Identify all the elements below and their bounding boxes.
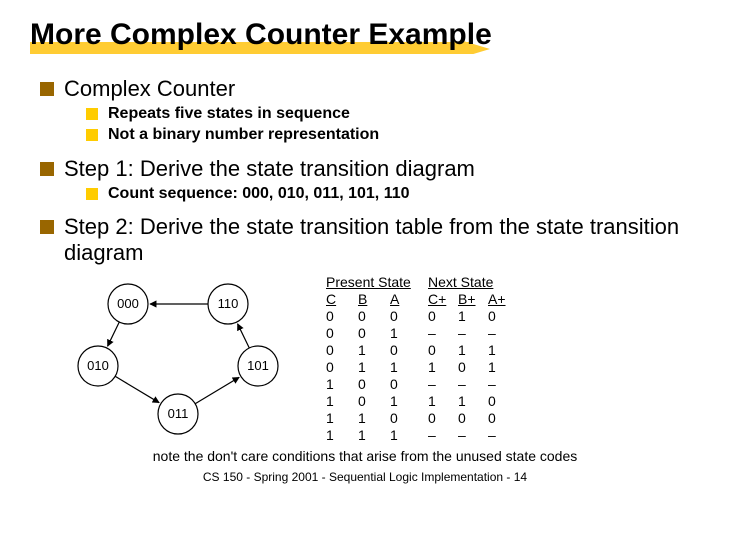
column-header: C+ [428,291,458,308]
transition-table: Present State Next State C00001111B00110… [326,274,518,444]
table-cell: – [458,325,488,342]
table-column: C00001111 [326,291,358,444]
table-cell: 1 [326,427,358,444]
table-cell: 1 [458,393,488,410]
table-cell: – [458,376,488,393]
table-cell: 0 [390,308,422,325]
column-header: C [326,291,358,308]
table-cell: 0 [428,342,458,359]
table-cell: 1 [488,342,518,359]
bullet-complex-counter: Complex Counter Repeats five states in s… [40,76,700,146]
table-cell: – [428,376,458,393]
table-cell: 0 [390,376,422,393]
column-header: B [358,291,390,308]
table-cell: 0 [488,393,518,410]
state-edge [115,377,159,403]
column-header: A+ [488,291,518,308]
table-cell: 1 [390,325,422,342]
state-node-label: 101 [247,358,269,373]
title-block: More Complex Counter Example [30,18,700,52]
table-cell: 0 [458,359,488,376]
table-cell: 0 [326,325,358,342]
table-cell: 1 [326,376,358,393]
table-cell: 1 [390,393,422,410]
table-column: B+1–10–10– [458,291,488,444]
table-column: C+0–01–10– [428,291,458,444]
table-cell: – [488,325,518,342]
state-edge [108,322,120,346]
table-cell: 0 [390,410,422,427]
state-edge [195,378,239,404]
table-cell: – [428,325,458,342]
state-edge [238,324,250,348]
table-cell: 0 [488,410,518,427]
sub-item: Repeats five states in sequence [86,104,700,125]
table-cell: 0 [488,308,518,325]
table-cell: 1 [358,410,390,427]
bullet-step-2: Step 2: Derive the state transition tabl… [40,214,700,266]
state-node-label: 000 [117,296,139,311]
ps-header: Present State [326,274,428,291]
state-diagram: 000 110 010 101 011 [66,274,290,442]
table-cell: 1 [358,342,390,359]
ns-header: Next State [428,274,493,291]
table-cell: 1 [390,359,422,376]
table-cell: 0 [326,342,358,359]
table-cell: 0 [390,342,422,359]
table-cell: 1 [358,359,390,376]
table-cell: 1 [428,393,458,410]
table-cell: 0 [458,410,488,427]
table-cell: 0 [358,376,390,393]
table-column: A01010101 [390,291,422,444]
table-cell: – [488,376,518,393]
main-list: Complex Counter Repeats five states in s… [30,76,700,266]
sub-item: Not a binary number representation [86,125,700,146]
table-cell: 1 [390,427,422,444]
sub-list: Count sequence: 000, 010, 011, 101, 110 [64,184,700,205]
table-cell: 1 [326,393,358,410]
table-cell: 0 [358,325,390,342]
column-header: A [390,291,422,308]
bullet-text: Complex Counter [64,76,235,101]
table-cell: 1 [488,359,518,376]
bullet-text: Step 1: Derive the state transition diag… [64,156,475,181]
table-cell: 0 [428,410,458,427]
table-cell: 1 [458,342,488,359]
table-cell: 0 [358,308,390,325]
table-cell: 0 [326,359,358,376]
sub-list: Repeats five states in sequence Not a bi… [64,104,700,146]
state-node-label: 010 [87,358,109,373]
table-cell: 1 [326,410,358,427]
table-column: A+0–11–00– [488,291,518,444]
footer-text: CS 150 - Spring 2001 - Sequential Logic … [30,470,700,484]
table-cell: – [458,427,488,444]
table-column: B00110011 [358,291,390,444]
bullet-text: Step 2: Derive the state transition tabl… [64,214,679,265]
table-cell: 0 [358,393,390,410]
table-cell: 1 [358,427,390,444]
state-node-label: 011 [168,406,189,421]
note-text: note the don't care conditions that aris… [30,448,700,464]
table-cell: – [488,427,518,444]
page-title: More Complex Counter Example [30,18,700,52]
bullet-step-1: Step 1: Derive the state transition diag… [40,156,700,205]
column-header: B+ [458,291,488,308]
table-cell: 1 [428,359,458,376]
bottom-area: 000110010101011 Present State Next State… [30,274,700,444]
table-cell: 1 [458,308,488,325]
table-cell: 0 [326,308,358,325]
table-cell: – [428,427,458,444]
sub-item: Count sequence: 000, 010, 011, 101, 110 [86,184,700,205]
table-cell: 0 [428,308,458,325]
state-node-label: 110 [218,296,239,311]
